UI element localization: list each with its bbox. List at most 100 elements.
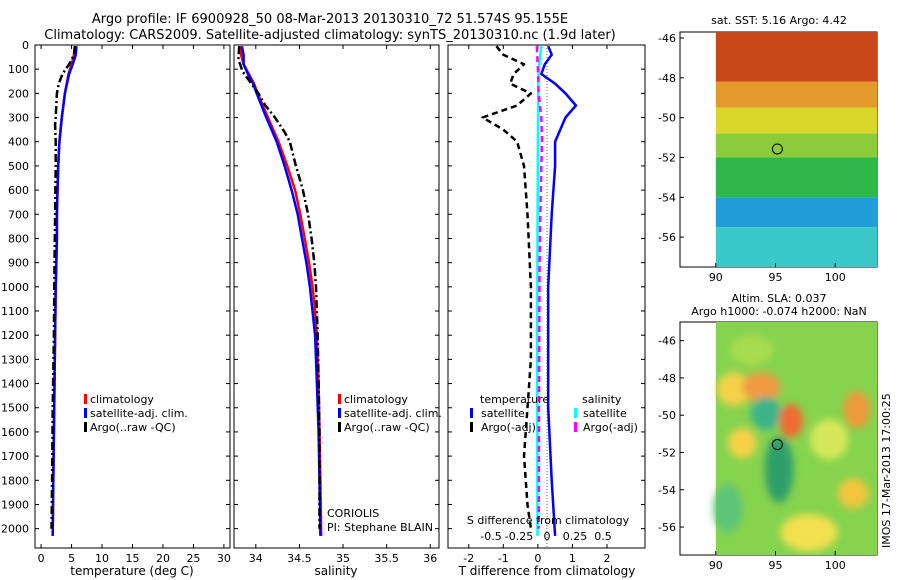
salinity-axes-frame — [233, 44, 440, 549]
legend-swatch-argo — [84, 422, 87, 432]
lat-tick-label: -56 — [658, 231, 676, 244]
legend-swatch-satellite — [84, 408, 87, 418]
difference-xlabel: T difference from climatology — [458, 564, 636, 578]
legend-label-climatology: climatology — [90, 393, 154, 406]
series-line-argo-raw-qc — [237, 46, 321, 529]
x-tick-label: 30 — [217, 552, 231, 565]
legend-swatch-temp-satellite — [470, 408, 473, 418]
pi-annotation: PI: Stephane BLAIN — [327, 521, 433, 534]
lat-tick-label: -48 — [658, 72, 676, 85]
depth-tick-label: 0 — [22, 39, 29, 52]
x-tick-label: -1 — [498, 552, 509, 565]
difference-legend: temperature satellite Argo(-adj) salinit… — [470, 393, 638, 434]
x-tick-label: 0 — [38, 552, 45, 565]
sla-anomaly-blob — [713, 484, 743, 533]
depth-tick-label: 1200 — [1, 329, 29, 342]
legend-title-temperature: temperature — [480, 393, 549, 406]
sst-map-title: sat. SST: 5.16 Argo: 4.42 — [711, 14, 847, 27]
lon-tick-label: 95 — [769, 271, 783, 284]
sla-anomaly-blob — [717, 372, 751, 406]
legend-swatch-argo — [338, 422, 341, 432]
lat-tick-label: -48 — [658, 372, 676, 385]
x-tick-label: 34 — [249, 552, 263, 565]
lat-tick-label: -50 — [658, 112, 676, 125]
x-tick-label: 10 — [95, 552, 109, 565]
legend-swatch-satellite — [338, 408, 341, 418]
temperature-x-axis: 0 5 10 15 20 25 30 — [38, 45, 231, 565]
imos-timestamp-label: IMOS 17-Mar-2013 17:00:25 — [880, 393, 893, 548]
depth-tick-label: 1700 — [1, 450, 29, 463]
lat-tick-label: -50 — [658, 409, 676, 422]
depth-tick-label: 1800 — [1, 474, 29, 487]
depth-tick-label: 800 — [8, 232, 29, 245]
series-line-argo-raw-qc — [50, 46, 77, 529]
sla-anomaly-features — [713, 335, 870, 552]
sst-color-band — [715, 81, 877, 108]
sst-color-band — [715, 107, 877, 134]
lat-tick-label: -52 — [658, 151, 676, 164]
x-tick-label: 35.5 — [374, 552, 399, 565]
lon-tick-label: 90 — [709, 271, 723, 284]
temperature-xlabel: temperature (deg C) — [70, 564, 193, 578]
sst-map-panel: sat. SST: 5.16 Argo: 4.42 90 95 100 -46 -48… — [658, 14, 878, 284]
salinity-depth-ticks — [234, 44, 439, 530]
sla-anomaly-blob — [810, 418, 849, 460]
salinity-xlabel: salinity — [314, 564, 357, 578]
legend-swatch-temp-argo — [470, 422, 473, 432]
legend-label-climatology: climatology — [344, 393, 408, 406]
temperature-legend: climatology satellite-adj. clim. Argo(..… — [84, 393, 188, 434]
depth-tick-label: 900 — [8, 257, 29, 270]
lat-tick-label: -54 — [658, 191, 676, 204]
series-line-salinity-argo-adj — [535, 46, 544, 529]
depth-tick-label: 2000 — [1, 523, 29, 536]
sst-color-band — [715, 227, 877, 267]
x-tick-label: 15 — [126, 552, 140, 565]
sla-anomaly-blob — [764, 435, 794, 503]
temperature-series-group — [50, 46, 78, 536]
legend-label-argo: Argo(..raw -QC) — [344, 421, 430, 434]
series-line-salinity-satellite — [535, 46, 543, 536]
sla-argo-position-marker — [771, 439, 783, 451]
depth-tick-label: 500 — [8, 160, 29, 173]
depth-tick-label: 100 — [8, 63, 29, 76]
sla-anomaly-blob — [730, 335, 774, 365]
series-line-temperature-satellite — [540, 45, 578, 536]
salinity-difference-axis: -0.5 -0.25 0 0.25 0.5 — [480, 530, 611, 543]
depth-tick-label: 400 — [8, 136, 29, 149]
depth-tick-label: 1000 — [1, 281, 29, 294]
depth-tick-label: 1500 — [1, 402, 29, 415]
difference-axes-frame — [447, 44, 646, 549]
legend-label-satellite: satellite-adj. clim. — [90, 407, 188, 420]
x-tick-label: 0 — [534, 552, 541, 565]
x-tick-label: 36 — [423, 552, 437, 565]
salinity-legend: climatology satellite-adj. clim. Argo(..… — [338, 393, 442, 434]
temperature-axes-frame — [34, 44, 231, 549]
series-line-temperature-argo-adj — [481, 45, 533, 529]
legend-title-salinity: salinity — [582, 393, 622, 406]
depth-tick-label: 1300 — [1, 353, 29, 366]
depth-tick-label: 1400 — [1, 378, 29, 391]
lon-tick-label: 95 — [769, 559, 783, 572]
figure-title-line1: Argo profile: IF 6900928_50 08-Mar-2013 … — [91, 12, 569, 27]
x-tick-label: 25 — [186, 552, 200, 565]
depth-axis: 0 100 200 300 400 500 600 700 800 900 1000 1100 1200… — [1, 39, 230, 536]
legend-label-temp-argo: Argo(-adj) — [481, 421, 536, 434]
depth-tick-label: 1900 — [1, 498, 29, 511]
depth-tick-label: 1100 — [1, 305, 29, 318]
series-line-satellite-adj-clim — [51, 46, 78, 536]
x-tick-label: 2 — [603, 552, 610, 565]
sla-anomaly-blob — [843, 390, 870, 429]
sst-color-band — [715, 32, 877, 82]
legend-swatch-climatology — [84, 394, 87, 404]
legend-swatch-sal-argo — [574, 422, 577, 432]
difference-panel: -2 -1 0 1 2 -0.5 -0.25 0 0.25 0.5 T difference f… — [447, 44, 646, 578]
sla-anomaly-blob — [779, 404, 803, 438]
salinity-x-axis: 34 34.5 35 35.5 36 — [249, 45, 437, 565]
sst-color-band — [715, 197, 877, 228]
depth-tick-label: 200 — [8, 87, 29, 100]
sla-anomaly-blob — [780, 513, 838, 552]
difference-x-axis: -2 -1 0 1 2 — [463, 45, 610, 565]
salinity-panel: 34 34.5 35 35.5 36 salinity climatology sate… — [233, 44, 442, 578]
sla-latitude-axis: -46 -48 -50 -52 -54 -56 — [658, 335, 684, 534]
